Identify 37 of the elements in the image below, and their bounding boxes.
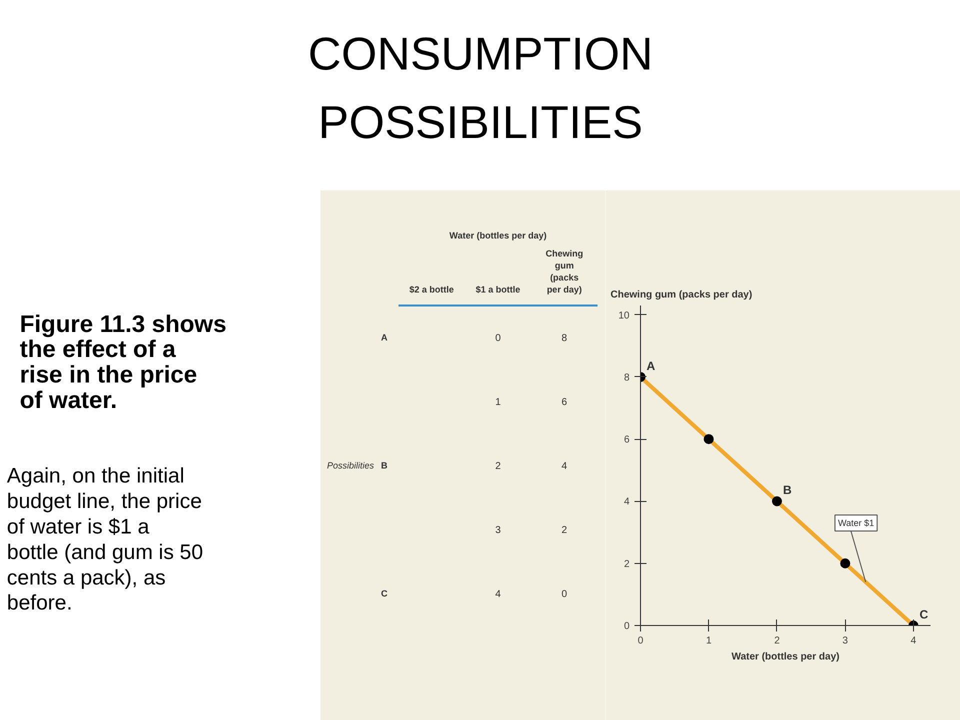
data-label: 3	[495, 525, 502, 536]
annotation: A	[646, 358, 656, 373]
y-tick-label: 0	[624, 621, 630, 632]
y-tick-label: 4	[624, 496, 630, 508]
x-tick-label: 1	[706, 636, 712, 646]
data-label: 2	[495, 461, 502, 472]
caption: Figure 11.3 shows the effect of a rise in the price of water.	[20, 310, 226, 414]
y-tick-label: A	[381, 332, 388, 342]
data-label: 0	[562, 589, 568, 600]
text: Again, on the initial budget line, the price of water is $1 a bottle (and gum is 50 cents a pack), as before.	[6, 464, 204, 615]
data-label: 2	[562, 525, 568, 536]
y-tick-label: B	[381, 460, 388, 470]
y-tick-label: C	[381, 588, 388, 598]
text: Water (bottles per day)	[449, 230, 547, 240]
x-tick-label: 0	[638, 636, 644, 646]
y-tick-label: 6	[624, 434, 630, 446]
data-label: 6	[562, 397, 568, 408]
text: Water $1	[838, 518, 874, 528]
annotation: C	[919, 608, 928, 622]
data-label: 4	[562, 461, 568, 472]
x-tick-label: 2	[774, 636, 780, 646]
data-label: 0	[495, 333, 502, 344]
data-label: 1	[495, 397, 502, 408]
y-tick-label: 10	[618, 310, 630, 322]
x-tick-label: Chewing gum (packs per day)	[546, 248, 584, 294]
data-label: 8	[562, 333, 568, 344]
x-tick-label: 3	[842, 636, 848, 646]
text: CONSUMPTION POSSIBILITIES	[308, 28, 653, 148]
data-label: 4	[495, 589, 502, 600]
annotation: B	[782, 483, 792, 498]
x-tick-label: $1 a bottle	[476, 284, 520, 294]
y-axis-title: Possibilities	[326, 460, 374, 470]
x-tick-label: 4	[910, 636, 917, 646]
y-tick-label: 8	[624, 372, 630, 384]
x-axis-title: Water (bottles per day)	[732, 652, 840, 662]
y-tick-label: 2	[624, 558, 630, 570]
x-tick-label: $2 a bottle	[409, 284, 454, 294]
